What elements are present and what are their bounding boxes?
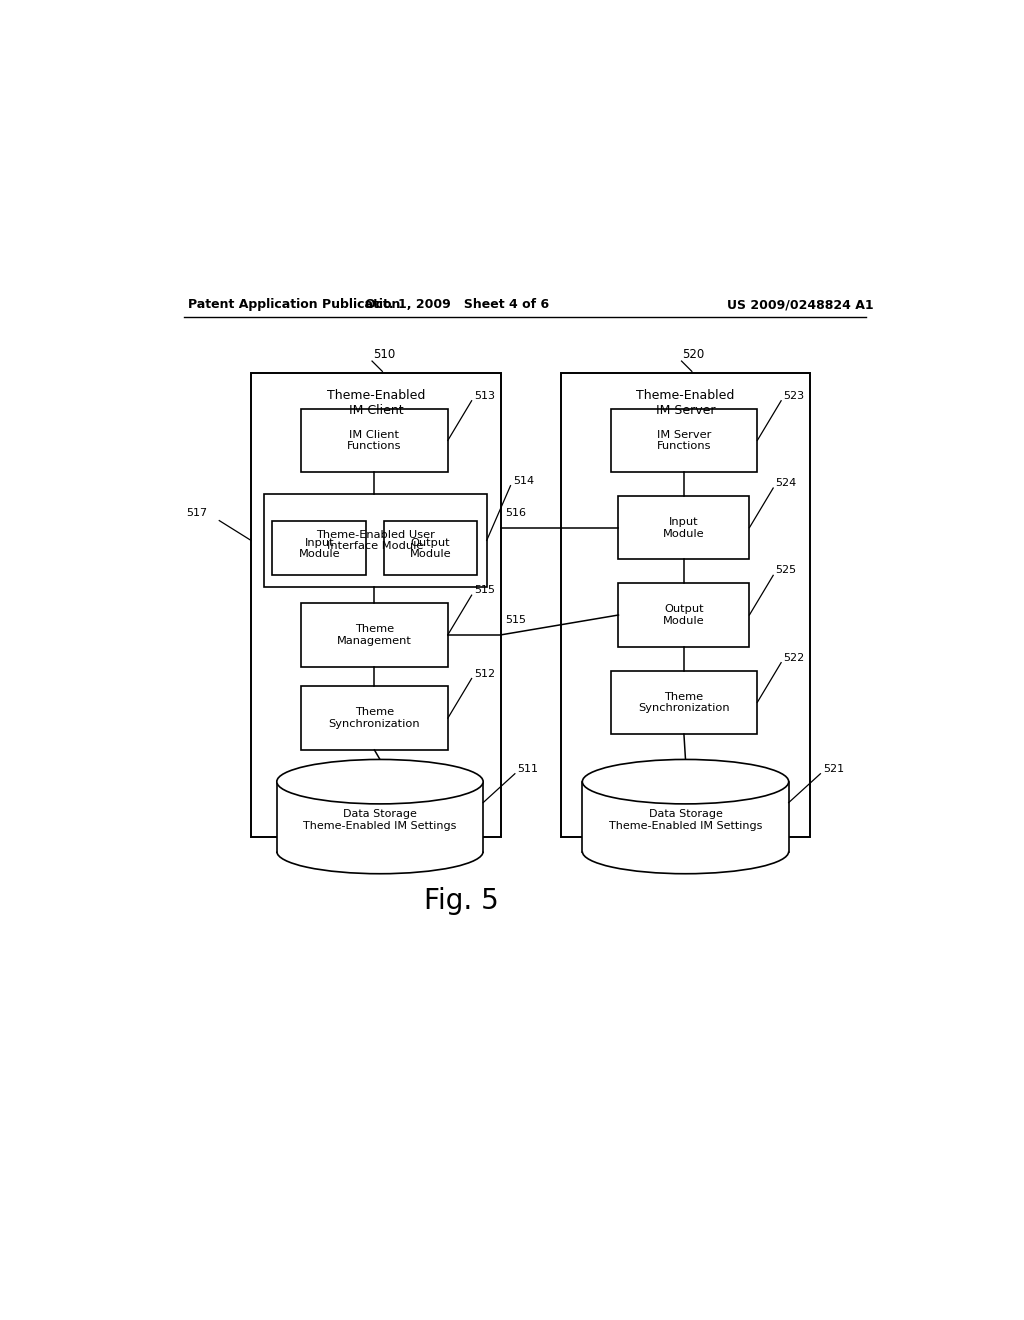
FancyBboxPatch shape — [301, 409, 447, 473]
FancyBboxPatch shape — [560, 374, 811, 837]
Ellipse shape — [583, 759, 788, 804]
Text: 516: 516 — [505, 508, 526, 519]
Text: Input
Module: Input Module — [298, 537, 340, 560]
FancyBboxPatch shape — [618, 496, 750, 560]
Text: Output
Module: Output Module — [664, 605, 705, 626]
Text: 512: 512 — [474, 668, 496, 678]
Text: 513: 513 — [474, 391, 495, 401]
Text: 520: 520 — [682, 348, 705, 362]
Text: Theme
Synchronization: Theme Synchronization — [638, 692, 730, 713]
Text: Data Storage
Theme-Enabled IM Settings: Data Storage Theme-Enabled IM Settings — [303, 809, 457, 830]
FancyBboxPatch shape — [301, 603, 447, 667]
Text: 511: 511 — [517, 764, 539, 774]
FancyBboxPatch shape — [384, 521, 477, 576]
Text: 515: 515 — [505, 615, 526, 626]
Text: Patent Application Publication: Patent Application Publication — [187, 298, 400, 312]
Text: Input
Module: Input Module — [664, 517, 705, 539]
Text: 510: 510 — [373, 348, 395, 362]
FancyBboxPatch shape — [272, 521, 367, 576]
Text: 525: 525 — [775, 565, 797, 576]
FancyBboxPatch shape — [264, 494, 486, 587]
Text: Theme-Enabled
IM Server: Theme-Enabled IM Server — [636, 389, 734, 417]
Text: 521: 521 — [823, 764, 844, 774]
Text: 514: 514 — [513, 475, 535, 486]
Text: IM Client
Functions: IM Client Functions — [347, 429, 401, 451]
Text: Output
Module: Output Module — [410, 537, 452, 560]
FancyBboxPatch shape — [251, 374, 501, 837]
Text: Theme
Management: Theme Management — [337, 624, 412, 645]
Text: Oct. 1, 2009   Sheet 4 of 6: Oct. 1, 2009 Sheet 4 of 6 — [366, 298, 550, 312]
Ellipse shape — [276, 759, 483, 804]
Text: Data Storage
Theme-Enabled IM Settings: Data Storage Theme-Enabled IM Settings — [609, 809, 762, 830]
Text: 517: 517 — [186, 508, 207, 519]
Text: 523: 523 — [783, 391, 805, 401]
Text: Fig. 5: Fig. 5 — [424, 887, 499, 915]
Text: 524: 524 — [775, 478, 797, 488]
Text: Theme
Synchronization: Theme Synchronization — [329, 708, 420, 729]
FancyBboxPatch shape — [610, 671, 758, 734]
FancyBboxPatch shape — [583, 781, 788, 851]
Text: Theme-Enabled User
Interface Module: Theme-Enabled User Interface Module — [316, 529, 435, 552]
Text: IM Server
Functions: IM Server Functions — [656, 429, 711, 451]
Text: 522: 522 — [783, 652, 805, 663]
FancyBboxPatch shape — [276, 781, 483, 851]
Text: 515: 515 — [474, 585, 495, 595]
Text: US 2009/0248824 A1: US 2009/0248824 A1 — [727, 298, 873, 312]
FancyBboxPatch shape — [618, 583, 750, 647]
FancyBboxPatch shape — [301, 686, 447, 750]
Text: Theme-Enabled
IM Client: Theme-Enabled IM Client — [327, 389, 425, 417]
FancyBboxPatch shape — [610, 409, 758, 473]
